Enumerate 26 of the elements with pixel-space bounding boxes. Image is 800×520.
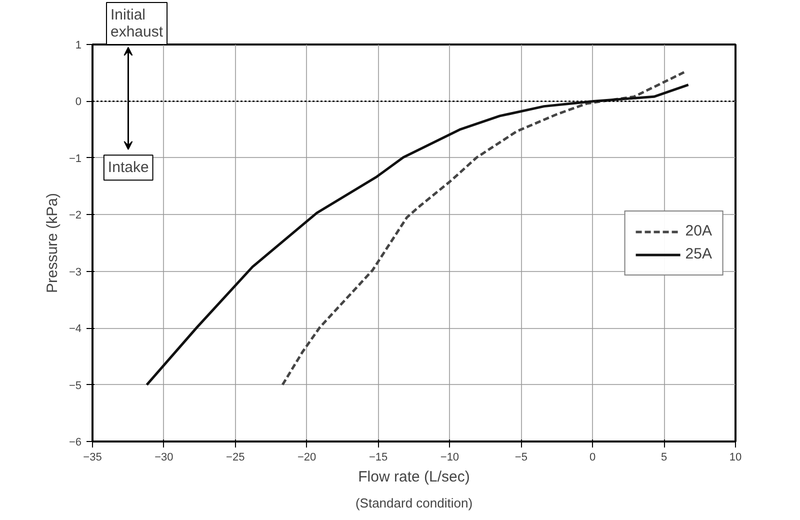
legend-label: 25A <box>685 246 712 262</box>
y-tick-label: −6 <box>68 436 82 448</box>
y-axis-title: Pressure (kPa) <box>44 192 61 294</box>
x-tick-label: −20 <box>298 452 316 464</box>
y-tick-label: −5 <box>68 380 82 392</box>
y-tick-label: −4 <box>68 323 82 336</box>
x-tick-label: 5 <box>660 452 668 464</box>
annotation: Intake <box>108 159 149 176</box>
y-tick-label: −2 <box>68 210 82 222</box>
x-tick-label: −25 <box>226 452 245 464</box>
y-tick-label: 0 <box>75 96 82 108</box>
x-tick-label: −15 <box>368 452 388 464</box>
text: Initial exhaust <box>110 6 164 40</box>
y-tick-label: 1 <box>75 40 82 52</box>
x-axis-title: Flow rate (L/sec) <box>358 468 470 486</box>
x-tick-label: −35 <box>83 452 102 464</box>
x-tick-label: −10 <box>440 452 460 464</box>
y-tick-label: −1 <box>68 152 82 165</box>
x-tick-label: 10 <box>729 452 742 464</box>
x-tick-label: 0 <box>590 452 596 464</box>
line-series <box>281 71 686 386</box>
text: (Standard condition) <box>355 496 473 510</box>
x-tick-label: −30 <box>154 452 174 464</box>
x-tick-label: −5 <box>514 452 528 464</box>
y-tick-label: −3 <box>68 266 82 278</box>
legend-label: 20A <box>685 222 712 240</box>
